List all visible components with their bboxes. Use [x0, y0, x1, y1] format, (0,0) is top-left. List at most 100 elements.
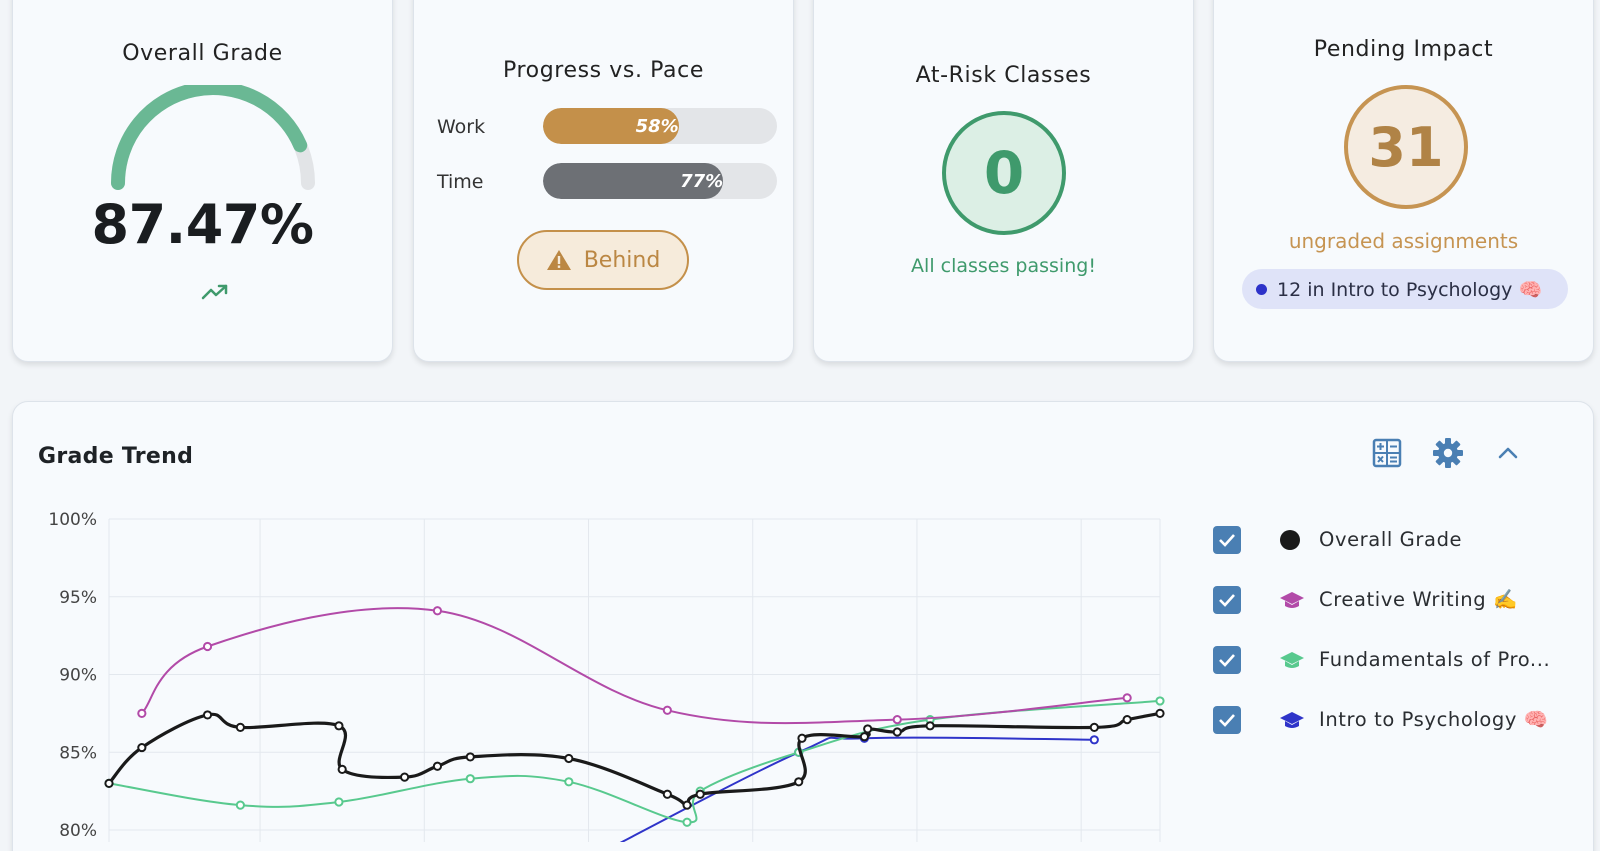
data-point[interactable]	[1155, 696, 1165, 706]
calculator-button[interactable]	[1366, 432, 1408, 474]
behind-status-button[interactable]: Behind	[517, 230, 689, 290]
data-point[interactable]	[564, 753, 574, 764]
grade-trend-chart: 100% 95% 90% 85% 80%	[48, 510, 1165, 842]
chip-dot	[1256, 283, 1267, 295]
legend-item-fundamentals[interactable]: Fundamentals of Pro...	[1213, 640, 1573, 680]
data-point[interactable]	[1155, 708, 1165, 718]
data-point[interactable]	[465, 774, 475, 784]
checkmark-icon	[1219, 534, 1235, 547]
pending-class-chip[interactable]: 12 in Intro to Psychology 🧠	[1242, 269, 1568, 309]
data-point[interactable]	[892, 714, 902, 725]
legend-checkbox-creative-writing[interactable]	[1213, 586, 1241, 614]
checkmark-icon	[1219, 594, 1235, 607]
legend-label-fundamentals: Fundamentals of Pro...	[1319, 648, 1551, 671]
series-line-3	[619, 736, 1095, 842]
data-point[interactable]	[235, 800, 245, 810]
collapse-button[interactable]	[1487, 432, 1529, 474]
data-point[interactable]	[794, 777, 804, 787]
data-point[interactable]	[892, 727, 902, 737]
at-risk-card: At-Risk Classes 0 All classes passing!	[813, 0, 1194, 362]
time-bar-fill: 77%	[543, 163, 724, 199]
legend-label-creative-writing: Creative Writing ✍️	[1319, 588, 1518, 611]
legend-item-creative-writing[interactable]: Creative Writing ✍️	[1213, 580, 1573, 620]
legend-checkbox-overall[interactable]	[1213, 526, 1241, 554]
gauge-track	[111, 85, 315, 190]
legend-label-overall: Overall Grade	[1319, 528, 1463, 551]
data-point[interactable]	[1122, 693, 1132, 703]
data-point[interactable]	[564, 777, 574, 787]
data-point[interactable]	[337, 764, 347, 774]
progress-pace-card: Progress vs. Pace Work 58% Time 77% Behi…	[413, 0, 794, 362]
circle-marker-icon	[1280, 530, 1300, 550]
data-point[interactable]	[925, 721, 935, 731]
data-point[interactable]	[432, 761, 443, 771]
legend-item-overall[interactable]: Overall Grade	[1213, 520, 1573, 560]
data-point[interactable]	[1089, 722, 1099, 732]
data-point[interactable]	[682, 817, 692, 827]
legend-checkbox-fundamentals[interactable]	[1213, 646, 1241, 674]
data-point[interactable]	[137, 742, 147, 753]
data-point[interactable]	[104, 778, 114, 788]
work-progress-row: Work 58%	[437, 108, 777, 146]
graduation-cap-icon	[1280, 652, 1304, 668]
time-label: Time	[437, 171, 484, 193]
pending-note: ungraded assignments	[1288, 229, 1519, 253]
grade-gauge	[111, 85, 315, 190]
data-point[interactable]	[432, 606, 443, 616]
gear-icon	[1433, 438, 1463, 468]
y-tick-label: 80%	[59, 821, 97, 841]
series-line-2	[108, 699, 1161, 824]
y-tick-label: 95%	[59, 588, 97, 608]
time-progress-row: Time 77%	[437, 163, 777, 201]
graduation-cap-icon	[1280, 592, 1304, 608]
work-percent: 58%	[635, 116, 679, 137]
data-point[interactable]	[202, 641, 213, 652]
progress-pace-title: Progress vs. Pace	[503, 58, 704, 83]
data-point[interactable]	[465, 752, 475, 762]
data-point[interactable]	[334, 721, 344, 731]
grade-trend-card: Grade Trend	[12, 401, 1594, 851]
trending-up-icon	[201, 284, 228, 300]
data-point[interactable]	[1122, 714, 1132, 725]
data-point[interactable]	[235, 722, 245, 732]
checkmark-icon	[1219, 714, 1235, 727]
at-risk-note: All classes passing!	[911, 255, 1096, 277]
data-point[interactable]	[662, 789, 672, 799]
data-point[interactable]	[859, 732, 870, 742]
chevron-up-icon	[1498, 447, 1518, 459]
overall-grade-title: Overall Grade	[122, 41, 283, 66]
legend-label-psychology: Intro to Psychology 🧠	[1319, 708, 1549, 731]
data-point[interactable]	[1089, 735, 1099, 745]
pending-count: 31	[1344, 85, 1468, 209]
data-point[interactable]	[399, 772, 410, 782]
graduation-cap-icon	[1280, 712, 1304, 728]
y-tick-label: 100%	[48, 510, 97, 530]
warning-icon	[546, 250, 571, 270]
data-point[interactable]	[863, 724, 873, 734]
checkmark-icon	[1219, 654, 1235, 667]
settings-button[interactable]	[1427, 432, 1469, 474]
data-point[interactable]	[797, 733, 807, 743]
chip-label: 12 in Intro to Psychology 🧠	[1277, 278, 1543, 301]
calculator-icon	[1372, 438, 1402, 468]
legend-item-psychology[interactable]: Intro to Psychology 🧠	[1213, 700, 1573, 740]
pending-impact-title: Pending Impact	[1313, 37, 1494, 62]
at-risk-count: 0	[942, 111, 1066, 235]
data-point[interactable]	[695, 789, 705, 799]
at-risk-title: At-Risk Classes	[915, 63, 1092, 88]
data-point[interactable]	[202, 710, 213, 720]
y-tick-label: 85%	[59, 743, 97, 763]
pending-impact-card: Pending Impact 31 ungraded assignments 1…	[1213, 0, 1594, 362]
overall-grade-value: 87.47%	[91, 193, 314, 256]
grade-trend-title: Grade Trend	[38, 444, 194, 469]
time-bar-track: 77%	[543, 163, 777, 199]
data-point[interactable]	[334, 797, 344, 807]
behind-status-label: Behind	[583, 247, 661, 273]
legend-checkbox-psychology[interactable]	[1213, 706, 1241, 734]
series-line-1	[141, 607, 1128, 725]
data-point[interactable]	[662, 705, 672, 715]
work-label: Work	[437, 116, 486, 138]
data-point[interactable]	[682, 800, 692, 810]
data-point[interactable]	[137, 708, 147, 718]
overall-grade-card: Overall Grade 87.47%	[12, 0, 393, 362]
